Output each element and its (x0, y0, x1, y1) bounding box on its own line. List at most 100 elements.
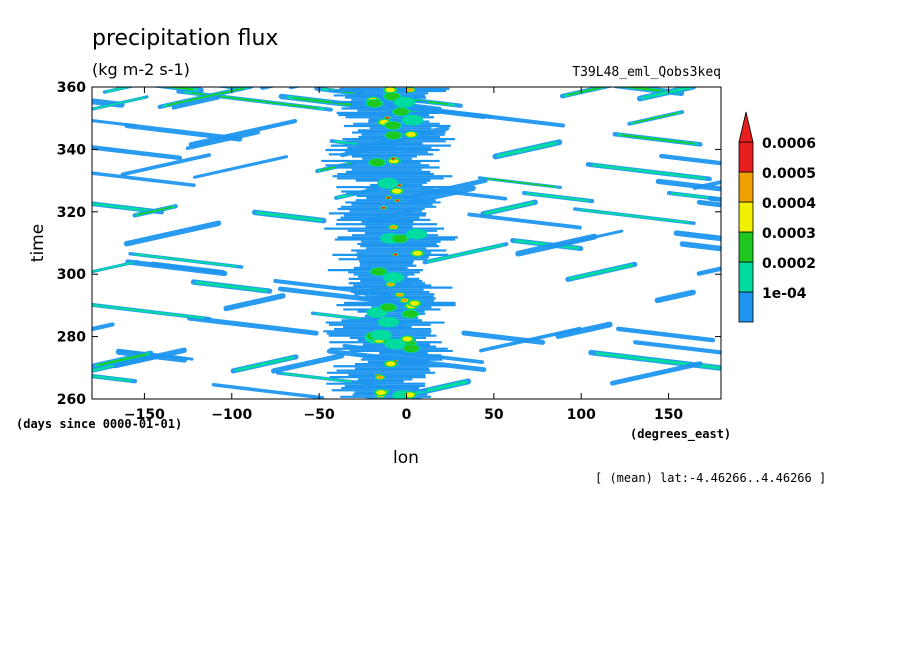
westward-precip-streak (92, 145, 183, 161)
convective-cell (412, 250, 423, 256)
colorbar-swatch (738, 201, 754, 233)
convective-cell (369, 158, 385, 167)
x-tick-label: 150 (654, 407, 683, 423)
convective-cell (370, 329, 392, 341)
convective-cell (392, 234, 408, 243)
convective-cell (387, 282, 394, 286)
eastward-precip-streak (105, 87, 132, 93)
eastward-precip-streak (567, 87, 607, 96)
colorbar-swatch (738, 231, 754, 263)
eastward-precip-streak (120, 153, 212, 177)
convective-cell (377, 376, 383, 379)
y-tick-label: 280 (57, 330, 86, 346)
westward-precip-streak (621, 134, 694, 145)
y-tick-label: 300 (57, 267, 86, 283)
colorbar: 1e-04 0.0002 0.0003 0.0004 0.0005 0.0006 (738, 111, 816, 323)
westward-precip-streak (467, 212, 582, 230)
westward-precip-streak (592, 163, 706, 180)
westward-precip-streak (92, 171, 196, 188)
convective-cell (393, 107, 409, 116)
footer-note: [ (mean) lat:-4.46266..4.46266 ] (595, 471, 826, 485)
convective-cell (402, 310, 418, 318)
eastward-precip-streak (137, 206, 173, 216)
westward-precip-streak (92, 374, 132, 382)
convective-cell (391, 188, 402, 194)
westward-precip-streak (134, 253, 238, 268)
westward-precip-streak (659, 153, 721, 166)
colorbar-swatch (738, 261, 754, 293)
westward-precip-streak (460, 111, 566, 128)
eastward-precip-streak (479, 326, 582, 353)
convective-cell (385, 361, 396, 367)
eastward-precip-streak (223, 293, 286, 312)
convective-cell (385, 121, 401, 130)
westward-precip-streak (525, 192, 591, 202)
colorbar-label: 0.0002 (762, 256, 816, 272)
x-units-note: (degrees_east) (630, 427, 731, 442)
colorbar-label: 0.0003 (762, 226, 816, 242)
x-tick-label: 50 (484, 407, 504, 423)
chart-title: precipitation flux (92, 26, 278, 51)
eastward-precip-streak (259, 87, 276, 90)
westward-precip-streak (671, 192, 721, 201)
colorbar-swatch (738, 171, 754, 203)
eastward-precip-streak (171, 95, 220, 110)
eastward-precip-streak (610, 361, 703, 386)
y-tick-label: 260 (57, 392, 86, 408)
x-tick-label: −50 (304, 407, 335, 423)
westward-precip-streak (195, 280, 268, 293)
convective-cell (381, 206, 386, 209)
convective-cell (385, 87, 396, 93)
eastward-precip-streak (288, 87, 302, 90)
colorbar-swatch (738, 141, 754, 173)
westward-precip-streak (679, 241, 721, 252)
eastward-precip-streak (92, 261, 135, 273)
eastward-precip-streak (188, 118, 298, 147)
experiment-label: T39L48_eml_Qobs3keq (572, 65, 721, 80)
x-tick-label: −150 (124, 407, 165, 423)
chart-units: (kg m-2 s-1) (92, 60, 190, 79)
eastward-precip-streak (411, 380, 468, 396)
convective-cell (391, 157, 396, 160)
convective-cell (409, 300, 420, 306)
eastward-precip-streak (167, 87, 244, 106)
convective-cell (397, 184, 402, 187)
convective-cell (380, 303, 396, 312)
x-tick-label: 100 (567, 407, 596, 423)
eastward-precip-streak (92, 322, 115, 332)
westward-precip-streak (579, 208, 690, 224)
y-axis: 260 280 300 320 340 360 (57, 80, 721, 408)
colorbar-extend-triangle (738, 111, 754, 143)
y-units-note: (days since 0000-01-01) (16, 417, 182, 431)
eastward-precip-streak (427, 243, 504, 263)
eastward-precip-streak (270, 353, 345, 374)
convective-cell (393, 96, 416, 108)
convective-cell (404, 392, 415, 398)
eastward-precip-streak (234, 356, 295, 372)
convective-cell (376, 390, 386, 396)
westward-precip-streak (655, 178, 721, 192)
eastward-precip-streak (515, 233, 598, 257)
colorbar-label: 1e-04 (762, 286, 807, 302)
eastward-precip-streak (692, 180, 721, 190)
convective-cell (397, 293, 403, 297)
eastward-precip-streak (496, 141, 559, 158)
convective-cell (407, 88, 414, 92)
westward-precip-streak (92, 202, 158, 213)
eastward-precip-streak (123, 220, 222, 247)
eastward-precip-streak (633, 112, 678, 124)
convective-cell (406, 132, 416, 137)
eastward-precip-streak (192, 155, 289, 179)
convective-cell (371, 267, 387, 276)
westward-precip-streak (616, 326, 716, 343)
westward-precip-streak (673, 230, 721, 242)
westward-precip-streak (486, 178, 554, 188)
convective-cell (402, 336, 413, 342)
convective-cell (366, 99, 382, 108)
westward-precip-streak (632, 340, 721, 355)
convective-cell (382, 272, 405, 283)
eastward-precip-streak (640, 87, 693, 100)
eastward-precip-streak (696, 266, 721, 276)
eastward-precip-streak (569, 263, 634, 281)
